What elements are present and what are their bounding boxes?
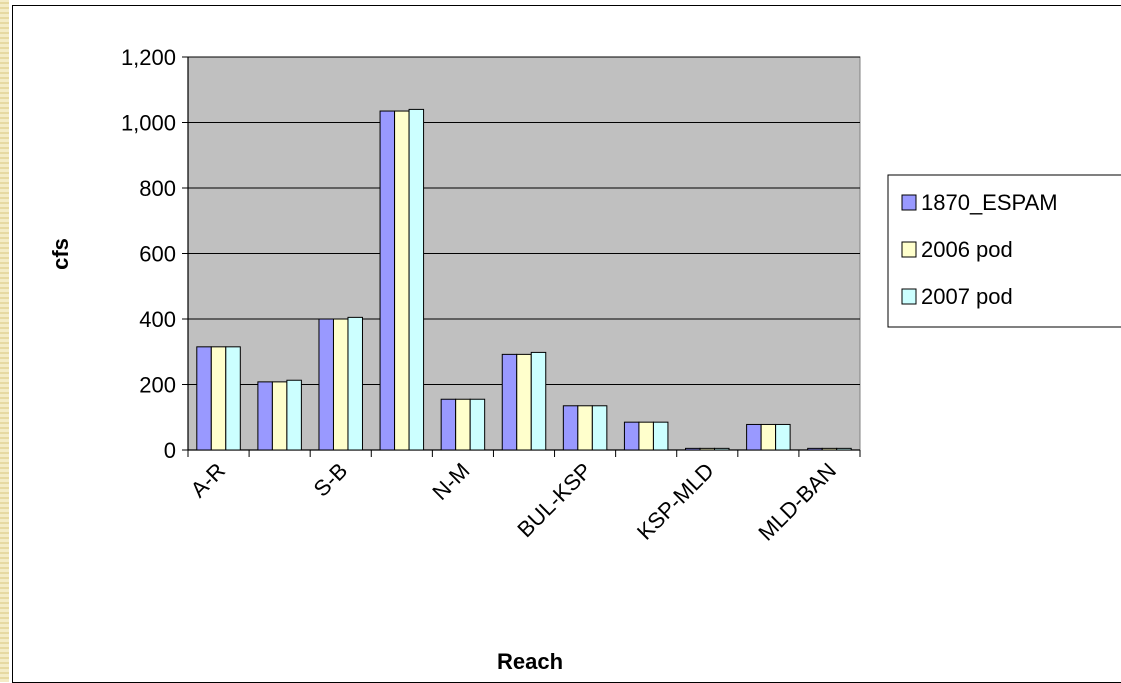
bar-1870_espam [501,353,518,451]
y-tick-label: 1,000 [121,111,176,136]
bar-1870_espam [196,346,212,451]
x-tick-label: A-R [186,458,230,502]
bar-1870_espam [379,110,396,451]
y-axis-title: cfs [48,238,73,270]
bar-2007-pod [836,447,852,451]
y-tick-label: 800 [139,176,176,201]
bar-1870_espam [623,421,640,451]
bar-1870_espam [807,447,823,451]
bar-2006-pod [577,405,593,451]
bar-2006-pod [455,398,471,451]
legend-swatch [901,194,917,211]
legend-box [887,174,1121,328]
bar-2007-pod [714,447,730,451]
bar-1870_espam [746,423,762,451]
y-tick-label: 0 [164,438,176,463]
bar-2006-pod [394,110,410,451]
x-tick-label: KSP-MLD [632,458,719,545]
legend-swatch [901,288,917,305]
y-tick-label: 600 [139,242,176,267]
bar-2006-pod [271,381,288,451]
x-tick-label: S-B [309,458,353,502]
legend-label: 2006 pod [921,237,1013,262]
bar-2007-pod [591,405,608,451]
bar-2006-pod [332,318,349,451]
y-tick-label: 1,200 [121,45,176,70]
bar-2007-pod [286,379,302,451]
bar-2007-pod [408,108,425,451]
bar-2006-pod [516,353,532,451]
bar-2006-pod [210,346,227,451]
y-tick-label: 200 [139,373,176,398]
bar-1870_espam [562,405,579,451]
bar-2007-pod [347,316,363,451]
x-tick-label: BUL-KSP [512,458,596,542]
bar-1870_espam [685,447,701,451]
x-tick-label: MLD-BAN [753,458,841,546]
legend-swatch [901,241,917,258]
bar-2006-pod [760,423,777,451]
legend-label: 1870_ESPAM [921,190,1058,215]
bar-1870_espam [257,381,273,451]
bar-2006-pod [821,447,838,451]
bar-2007-pod [652,421,669,451]
bar-2007-pod [530,351,547,451]
bar-2007-pod [775,423,791,451]
bar-2007-pod [225,346,241,451]
x-tick-label: N-M [427,458,474,505]
y-tick-label: 400 [139,307,176,332]
x-axis-title: Reach [497,649,563,674]
bar-2006-pod [638,421,654,451]
bar-1870_espam [318,318,334,451]
bar-2006-pod [699,447,716,451]
decorative-border-strip [0,0,9,682]
bar-2007-pod [469,398,486,451]
legend-label: 2007 pod [921,284,1013,309]
bar-1870_espam [440,398,457,451]
